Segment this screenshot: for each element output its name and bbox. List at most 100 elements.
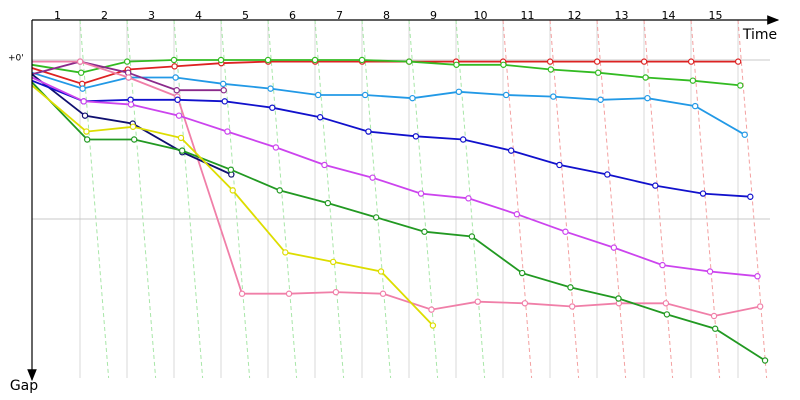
point bbox=[610, 244, 618, 251]
point bbox=[761, 357, 769, 364]
point bbox=[178, 147, 186, 154]
point bbox=[644, 94, 651, 102]
x-tick-label: 1 bbox=[54, 9, 61, 22]
y-axis-label: Gap bbox=[10, 378, 38, 394]
point bbox=[174, 96, 181, 103]
lap-dash bbox=[173, 19, 204, 379]
x-tick-label: 2 bbox=[101, 9, 108, 22]
point bbox=[468, 233, 476, 240]
point bbox=[173, 87, 180, 94]
point bbox=[224, 128, 231, 135]
point bbox=[217, 56, 225, 64]
lap-dash bbox=[737, 19, 768, 379]
point bbox=[706, 268, 714, 275]
point bbox=[546, 58, 554, 65]
point bbox=[276, 187, 283, 194]
point bbox=[711, 325, 719, 332]
point bbox=[172, 74, 179, 81]
point bbox=[127, 101, 135, 108]
series-line bbox=[32, 60, 761, 317]
point bbox=[455, 88, 463, 96]
point bbox=[747, 193, 754, 200]
point bbox=[229, 187, 236, 194]
x-tick-label: 14 bbox=[662, 9, 676, 22]
point bbox=[227, 166, 235, 173]
point bbox=[170, 56, 178, 64]
point bbox=[513, 211, 521, 218]
point bbox=[372, 214, 380, 221]
point bbox=[453, 61, 460, 68]
point bbox=[734, 58, 742, 65]
lap-dash bbox=[314, 19, 345, 379]
point bbox=[219, 80, 227, 88]
point bbox=[332, 288, 340, 296]
series-line bbox=[31, 84, 434, 327]
point bbox=[662, 300, 670, 307]
point bbox=[125, 74, 132, 81]
x-tick-label: 8 bbox=[383, 9, 390, 22]
y-tick-label: +0' bbox=[8, 54, 24, 64]
x-tick-label: 11 bbox=[521, 9, 535, 22]
x-tick-label: 9 bbox=[430, 9, 437, 22]
point bbox=[324, 199, 332, 207]
point bbox=[129, 123, 137, 130]
point bbox=[282, 249, 289, 256]
point bbox=[171, 63, 178, 70]
point bbox=[369, 174, 376, 181]
series-line bbox=[31, 76, 758, 278]
point bbox=[123, 58, 131, 65]
point bbox=[699, 190, 707, 197]
point bbox=[567, 284, 574, 291]
point bbox=[459, 136, 467, 143]
point bbox=[77, 69, 85, 76]
point bbox=[377, 268, 385, 275]
point bbox=[568, 303, 576, 310]
x-tick-label: 10 bbox=[474, 9, 488, 22]
point bbox=[412, 133, 420, 140]
x-tick-label: 13 bbox=[615, 9, 629, 22]
series-line bbox=[31, 71, 746, 136]
series-line bbox=[31, 59, 741, 87]
point bbox=[80, 98, 87, 105]
point bbox=[556, 161, 563, 169]
point bbox=[659, 261, 666, 269]
grid bbox=[32, 19, 770, 379]
point bbox=[615, 295, 622, 302]
point bbox=[365, 128, 372, 135]
point bbox=[329, 258, 337, 266]
point bbox=[379, 290, 387, 297]
point bbox=[358, 56, 366, 64]
point bbox=[547, 66, 555, 73]
point bbox=[663, 311, 671, 318]
point bbox=[417, 190, 425, 197]
point bbox=[689, 77, 697, 84]
point bbox=[81, 112, 89, 119]
x-tick-label: 5 bbox=[242, 9, 249, 22]
point bbox=[640, 58, 648, 65]
point bbox=[710, 312, 718, 320]
point bbox=[691, 102, 699, 110]
lap-dash bbox=[643, 19, 674, 379]
point bbox=[429, 322, 437, 329]
lap-dash bbox=[220, 19, 251, 379]
point bbox=[130, 136, 138, 143]
point bbox=[652, 182, 659, 189]
point bbox=[405, 58, 413, 65]
point bbox=[220, 87, 227, 94]
series-lines bbox=[31, 56, 769, 364]
point bbox=[597, 96, 604, 103]
point bbox=[272, 144, 280, 151]
lap-dash bbox=[549, 19, 580, 379]
lap-dash bbox=[502, 19, 533, 379]
lap-dash bbox=[267, 19, 298, 379]
point bbox=[474, 298, 481, 305]
point bbox=[83, 136, 91, 143]
x-tick-label: 6 bbox=[289, 9, 296, 22]
point bbox=[500, 61, 507, 68]
point bbox=[311, 56, 319, 64]
point bbox=[741, 131, 748, 138]
point bbox=[269, 104, 276, 111]
point bbox=[521, 300, 529, 307]
point bbox=[550, 93, 557, 100]
